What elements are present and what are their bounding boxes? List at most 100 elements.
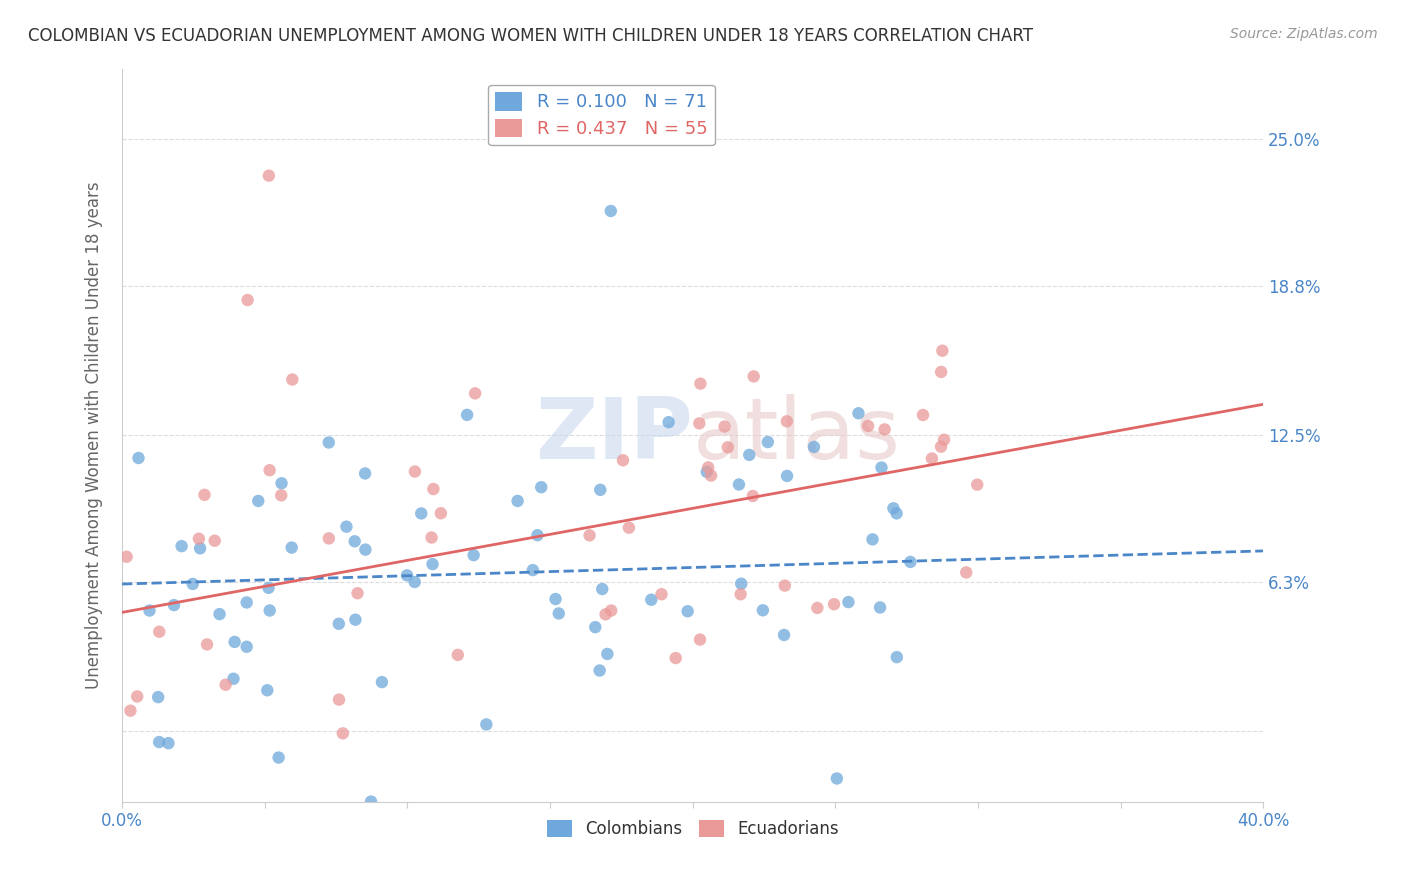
Point <box>193 488 215 502</box>
Point <box>318 532 340 546</box>
Point <box>929 440 952 454</box>
Point <box>658 415 681 429</box>
Point <box>422 482 444 496</box>
Point <box>148 690 170 705</box>
Point <box>931 343 953 358</box>
Point <box>825 772 848 786</box>
Point <box>163 598 186 612</box>
Point <box>803 440 825 454</box>
Point <box>204 533 226 548</box>
Point <box>257 169 280 183</box>
Point <box>640 592 662 607</box>
Point <box>752 603 775 617</box>
Point <box>115 549 138 564</box>
Point <box>128 450 150 465</box>
Point <box>806 601 828 615</box>
Point <box>856 419 879 434</box>
Point <box>589 664 612 678</box>
Point <box>259 603 281 617</box>
Point <box>318 435 340 450</box>
Point <box>247 494 270 508</box>
Point <box>354 542 377 557</box>
Point <box>717 440 740 454</box>
Point <box>869 600 891 615</box>
Point <box>259 463 281 477</box>
Point <box>589 483 612 497</box>
Point <box>346 586 368 600</box>
Point <box>270 476 292 491</box>
Point <box>506 494 529 508</box>
Point <box>600 603 623 617</box>
Point <box>343 534 366 549</box>
Point <box>700 468 723 483</box>
Point <box>522 563 544 577</box>
Text: COLOMBIAN VS ECUADORIAN UNEMPLOYMENT AMONG WOMEN WITH CHILDREN UNDER 18 YEARS CO: COLOMBIAN VS ECUADORIAN UNEMPLOYMENT AMO… <box>28 27 1033 45</box>
Point <box>430 506 453 520</box>
Point <box>447 648 470 662</box>
Point <box>257 581 280 595</box>
Legend: Colombians, Ecuadorians: Colombians, Ecuadorians <box>540 813 845 845</box>
Point <box>530 480 553 494</box>
Point <box>395 568 418 582</box>
Point <box>966 477 988 491</box>
Point <box>127 690 149 704</box>
Text: Source: ZipAtlas.com: Source: ZipAtlas.com <box>1230 27 1378 41</box>
Point <box>235 640 257 654</box>
Point <box>280 541 302 555</box>
Point <box>332 726 354 740</box>
Point <box>955 566 977 580</box>
Point <box>612 453 634 467</box>
Point <box>344 613 367 627</box>
Point <box>696 465 718 479</box>
Point <box>404 465 426 479</box>
Point <box>873 422 896 436</box>
Point <box>756 435 779 450</box>
Point <box>214 678 236 692</box>
Point <box>591 582 613 596</box>
Point <box>776 414 799 428</box>
Point <box>328 692 350 706</box>
Point <box>882 501 904 516</box>
Point <box>170 539 193 553</box>
Point <box>848 406 870 420</box>
Y-axis label: Unemployment Among Women with Children Under 18 years: Unemployment Among Women with Children U… <box>86 181 103 689</box>
Point <box>281 372 304 386</box>
Point <box>617 521 640 535</box>
Point <box>886 507 908 521</box>
Point <box>463 548 485 562</box>
Point <box>464 386 486 401</box>
Point <box>697 460 720 475</box>
Point <box>222 672 245 686</box>
Point <box>728 477 751 491</box>
Point <box>599 204 621 219</box>
Point <box>456 408 478 422</box>
Point <box>138 603 160 617</box>
Point <box>181 577 204 591</box>
Point <box>188 541 211 556</box>
Point <box>823 597 845 611</box>
Point <box>420 531 443 545</box>
Point <box>270 488 292 502</box>
Point <box>235 595 257 609</box>
Point <box>870 460 893 475</box>
Point <box>688 417 710 431</box>
Point <box>236 293 259 307</box>
Point <box>404 574 426 589</box>
Point <box>371 675 394 690</box>
Point <box>596 647 619 661</box>
Point <box>148 624 170 639</box>
Point <box>157 736 180 750</box>
Point <box>328 616 350 631</box>
Point <box>776 469 799 483</box>
Point <box>475 717 498 731</box>
Point <box>742 369 765 384</box>
Point <box>360 795 382 809</box>
Point <box>583 620 606 634</box>
Point <box>120 704 142 718</box>
Point <box>665 651 688 665</box>
Point <box>224 635 246 649</box>
Point <box>689 376 711 391</box>
Point <box>730 587 752 601</box>
Point <box>544 592 567 607</box>
Point <box>335 519 357 533</box>
